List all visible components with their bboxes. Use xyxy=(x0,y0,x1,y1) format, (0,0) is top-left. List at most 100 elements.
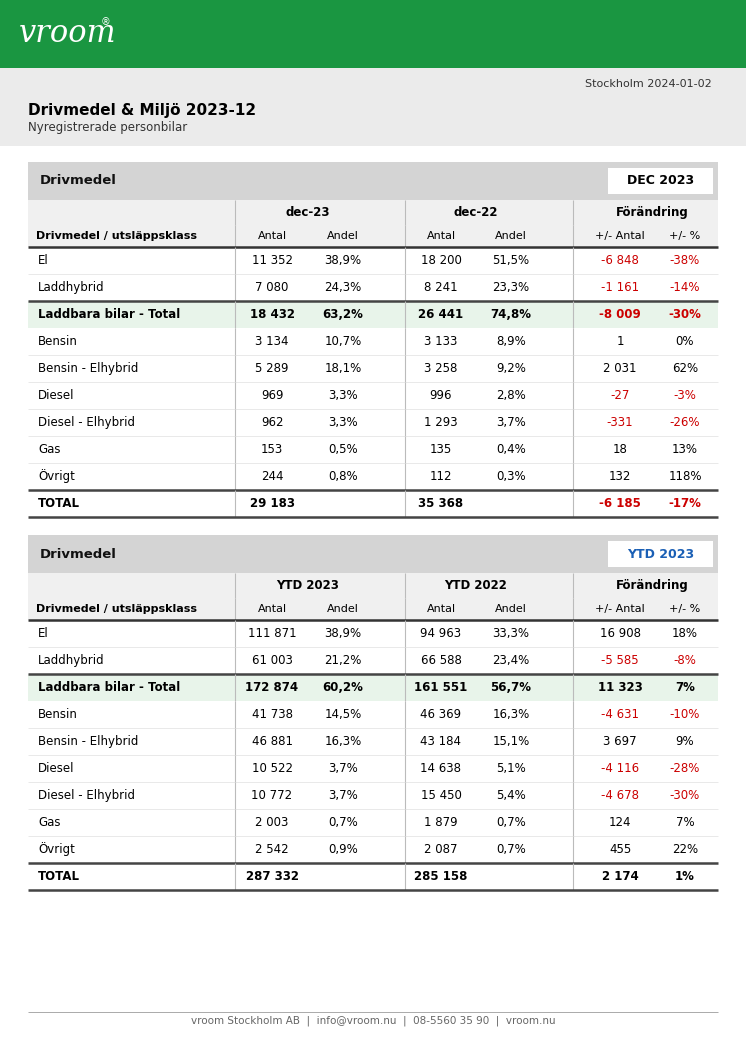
Bar xyxy=(28,301,718,328)
Bar xyxy=(28,200,718,225)
Text: 1 293: 1 293 xyxy=(424,416,458,429)
Text: 5,1%: 5,1% xyxy=(496,762,526,775)
Text: -28%: -28% xyxy=(670,762,700,775)
Bar xyxy=(28,647,718,674)
Text: 16 908: 16 908 xyxy=(600,627,641,640)
Text: 18%: 18% xyxy=(672,627,698,640)
Text: 16,3%: 16,3% xyxy=(492,708,530,721)
Text: El: El xyxy=(38,627,48,640)
Text: Andel: Andel xyxy=(495,231,527,241)
Text: 0,4%: 0,4% xyxy=(496,444,526,456)
Text: 38,9%: 38,9% xyxy=(325,254,362,267)
Bar xyxy=(28,382,718,409)
Text: dec-22: dec-22 xyxy=(454,206,498,219)
Text: 132: 132 xyxy=(609,470,631,483)
Text: 996: 996 xyxy=(430,389,452,402)
Text: Diesel - Elhybrid: Diesel - Elhybrid xyxy=(38,789,135,802)
Bar xyxy=(28,274,718,301)
Bar xyxy=(28,490,718,517)
Text: 2 087: 2 087 xyxy=(424,843,458,856)
Text: -30%: -30% xyxy=(668,308,701,321)
Text: Drivmedel: Drivmedel xyxy=(40,547,117,561)
Text: -6 185: -6 185 xyxy=(599,497,641,510)
Text: Laddbara bilar - Total: Laddbara bilar - Total xyxy=(38,308,181,321)
Text: 135: 135 xyxy=(430,444,452,456)
Text: 43 184: 43 184 xyxy=(421,735,462,748)
Text: 111 871: 111 871 xyxy=(248,627,296,640)
Text: Drivmedel / utsläppsklass: Drivmedel / utsläppsklass xyxy=(36,231,197,241)
Text: 23,4%: 23,4% xyxy=(492,654,530,667)
Bar xyxy=(28,535,718,573)
Text: Gas: Gas xyxy=(38,444,60,456)
Bar xyxy=(28,836,718,863)
Text: 1%: 1% xyxy=(675,870,695,883)
Text: dec-23: dec-23 xyxy=(285,206,330,219)
Text: -27: -27 xyxy=(610,389,630,402)
Text: 10 772: 10 772 xyxy=(251,789,292,802)
Text: TOTAL: TOTAL xyxy=(38,497,80,510)
Bar xyxy=(28,436,718,463)
Text: 23,3%: 23,3% xyxy=(492,281,530,294)
Text: YTD 2023: YTD 2023 xyxy=(627,547,694,561)
Text: 11 352: 11 352 xyxy=(251,254,292,267)
Bar xyxy=(0,0,746,68)
Text: 56,7%: 56,7% xyxy=(491,681,531,694)
Text: Laddhybrid: Laddhybrid xyxy=(38,654,104,667)
Text: Drivmedel: Drivmedel xyxy=(40,174,117,188)
Text: 2 542: 2 542 xyxy=(255,843,289,856)
Text: 26 441: 26 441 xyxy=(419,308,463,321)
Text: 18: 18 xyxy=(612,444,627,456)
Text: 153: 153 xyxy=(261,444,283,456)
Text: 15 450: 15 450 xyxy=(421,789,462,802)
Text: -8%: -8% xyxy=(674,654,697,667)
Text: +/- %: +/- % xyxy=(669,604,700,614)
Text: 8,9%: 8,9% xyxy=(496,335,526,348)
Text: 14,5%: 14,5% xyxy=(325,708,362,721)
Text: vroom Stockholm AB  |  info@vroom.nu  |  08-5560 35 90  |  vroom.nu: vroom Stockholm AB | info@vroom.nu | 08-… xyxy=(191,1016,555,1026)
Text: 7%: 7% xyxy=(676,816,695,829)
Text: 3 133: 3 133 xyxy=(424,335,458,348)
Text: Förändring: Förändring xyxy=(616,206,689,219)
Text: 10,7%: 10,7% xyxy=(325,335,362,348)
Text: Övrigt: Övrigt xyxy=(38,470,75,484)
Text: 3,3%: 3,3% xyxy=(328,416,358,429)
Text: 161 551: 161 551 xyxy=(414,681,468,694)
Text: 9,2%: 9,2% xyxy=(496,362,526,375)
Text: -6 848: -6 848 xyxy=(601,254,639,267)
Text: TOTAL: TOTAL xyxy=(38,870,80,883)
Text: -14%: -14% xyxy=(670,281,700,294)
Text: Bensin - Elhybrid: Bensin - Elhybrid xyxy=(38,362,138,375)
Text: 0,7%: 0,7% xyxy=(496,816,526,829)
Text: 41 738: 41 738 xyxy=(251,708,292,721)
Text: 2 003: 2 003 xyxy=(255,816,289,829)
Text: Diesel - Elhybrid: Diesel - Elhybrid xyxy=(38,416,135,429)
Text: 1: 1 xyxy=(616,335,624,348)
Text: 124: 124 xyxy=(609,816,631,829)
Bar xyxy=(28,598,718,620)
Text: 0,3%: 0,3% xyxy=(496,470,526,483)
Text: 18 200: 18 200 xyxy=(421,254,462,267)
Text: 2,8%: 2,8% xyxy=(496,389,526,402)
Text: Antal: Antal xyxy=(257,604,286,614)
Text: 62%: 62% xyxy=(672,362,698,375)
Text: 24,3%: 24,3% xyxy=(325,281,362,294)
Bar xyxy=(28,355,718,382)
Text: 1 879: 1 879 xyxy=(424,816,458,829)
Text: 63,2%: 63,2% xyxy=(322,308,363,321)
Text: Diesel: Diesel xyxy=(38,389,75,402)
Text: 118%: 118% xyxy=(668,470,702,483)
Text: 46 881: 46 881 xyxy=(251,735,292,748)
Text: Andel: Andel xyxy=(327,231,359,241)
Text: 962: 962 xyxy=(261,416,283,429)
Text: 287 332: 287 332 xyxy=(245,870,298,883)
Text: 112: 112 xyxy=(430,470,452,483)
Text: 244: 244 xyxy=(261,470,283,483)
Text: 18 432: 18 432 xyxy=(249,308,295,321)
Text: 7 080: 7 080 xyxy=(255,281,289,294)
Text: 3 258: 3 258 xyxy=(424,362,458,375)
Text: 5 289: 5 289 xyxy=(255,362,289,375)
Text: -10%: -10% xyxy=(670,708,700,721)
Bar xyxy=(28,620,718,647)
Text: 10 522: 10 522 xyxy=(251,762,292,775)
Text: 455: 455 xyxy=(609,843,631,856)
